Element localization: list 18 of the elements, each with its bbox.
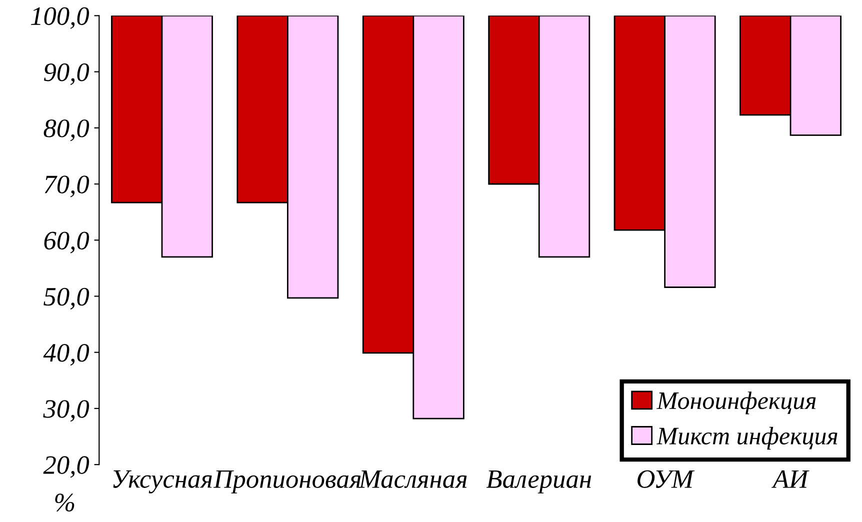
y-tick-label: 70,0: [44, 176, 90, 198]
y-tick-label: 20,0: [43, 456, 90, 478]
y-tick-label: 60,0: [44, 232, 90, 254]
x-tick-label: ОУМ: [638, 470, 695, 488]
y-tick-label: 30,0: [43, 400, 90, 422]
legend-label: Моноинфекция: [656, 392, 816, 414]
x-tick-label: Уксусная: [113, 470, 212, 494]
x-tick-label: АИ: [771, 470, 810, 488]
y-tick-label: 90,0: [44, 63, 90, 85]
legend-label: Микст инфекция: [656, 426, 838, 450]
y-tick-label: 100,0: [30, 7, 90, 29]
x-tick-label: Пропионовая: [213, 470, 361, 494]
y-tick-label: 80,0: [44, 119, 90, 142]
y-tick-label: 40,0: [43, 344, 90, 366]
y-tick-label: 50,0: [44, 288, 90, 310]
y-axis-title: %: [55, 494, 74, 512]
x-tick-label: Валериан: [486, 470, 592, 494]
x-tick-label: Масляная: [358, 470, 467, 488]
